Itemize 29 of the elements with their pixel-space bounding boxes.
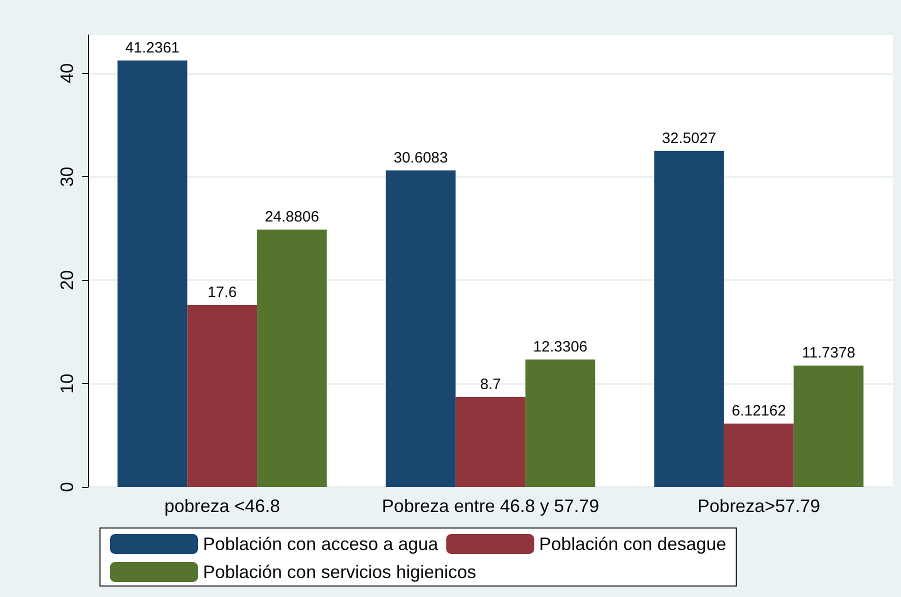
x-tick-label: Pobreza>57.79 <box>698 496 820 516</box>
data-label: 12.3306 <box>533 338 588 356</box>
x-tick-label: Pobreza entre 46.8 y 57.79 <box>382 496 600 516</box>
y-tick-label: 30 <box>57 166 77 187</box>
bar <box>525 359 596 487</box>
legend-label: Población con acceso a agua <box>203 534 440 554</box>
data-label: 41.2361 <box>125 39 180 56</box>
data-label: 30.6083 <box>394 149 448 166</box>
y-tick-label: 20 <box>57 270 77 290</box>
y-tick-label: 40 <box>57 63 77 84</box>
bar <box>118 60 188 487</box>
y-tick-label: 0 <box>57 482 77 492</box>
x-tick-label: pobreza <46.8 <box>164 496 280 516</box>
bar <box>386 170 456 487</box>
bar <box>456 397 526 487</box>
data-label: 11.7378 <box>802 344 856 362</box>
data-label: 6.12162 <box>732 402 786 420</box>
y-tick-label: 10 <box>57 374 77 394</box>
data-label: 17.6 <box>208 284 237 301</box>
data-label: 24.8806 <box>264 208 320 226</box>
bar <box>794 366 864 487</box>
bar <box>654 150 724 487</box>
bar <box>257 230 327 487</box>
bar <box>724 424 794 487</box>
data-label: 32.5027 <box>662 130 716 147</box>
legend-label: Población con desague <box>539 534 726 554</box>
bar <box>187 304 258 487</box>
data-label: 8.7 <box>480 376 501 394</box>
legend-label: Población con servicios higienicos <box>203 562 476 582</box>
